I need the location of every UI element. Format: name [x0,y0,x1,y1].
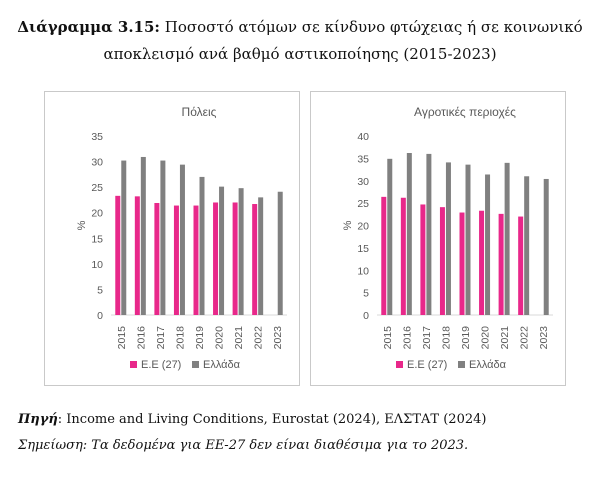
y-tick-label: 25 [357,198,369,210]
bar-eu [400,197,406,315]
legend-swatch-greece [192,361,199,368]
bar-greece [485,174,491,315]
x-tick-label: 2022 [519,326,531,350]
y-tick-label: 0 [363,310,369,322]
y-tick-label: 20 [357,221,369,233]
x-tick-label: 2016 [135,326,147,350]
source-line: Πηγή: Income and Living Conditions, Euro… [18,412,486,427]
bar-eu [154,202,160,315]
bar-eu [479,210,485,315]
bar-greece [277,191,283,315]
x-tick-label: 2019 [460,326,472,350]
y-tick-label: 10 [357,265,369,277]
y-tick-label: 0 [97,310,103,322]
chart-panel-rural: Αγροτικές περιοχές 0 5 10 15 20 25 30 35 40% 2015 2… [310,91,566,386]
legend-swatch-greece [458,361,465,368]
chart-cities: Πόλεις 0 5 10 15 20 25 30 35% 2015 2016 2017 2018 201… [76,105,287,371]
x-tick-label: 2017 [421,326,433,350]
x-tick-label: 2023 [538,326,550,350]
bar-greece [445,162,451,315]
y-tick-label: 25 [91,182,103,194]
bar-eu [381,196,387,315]
source-label: Πηγή [18,412,58,427]
bar-greece [199,176,205,315]
bar-eu [193,205,199,315]
y-tick-label: 5 [363,288,369,300]
figure-number: Διάγραμμα 3.15: [17,18,160,36]
x-tick-label: 2019 [194,326,206,350]
chart-title: Αγροτικές περιοχές [414,105,516,119]
source-text: : Income and Living Conditions, Eurostat… [57,412,487,427]
x-tick-label: 2018 [174,326,186,350]
x-tick-label: 2021 [233,326,245,350]
y-tick-label: 15 [91,233,103,245]
bar-greece [465,164,471,315]
x-tick-label: 2022 [253,326,265,350]
y-tick-label: 20 [91,208,103,220]
bar-greece [121,160,127,315]
legend-label-greece: Ελλάδα [203,359,241,371]
bar-greece [524,176,530,315]
legend-label-greece: Ελλάδα [469,359,507,371]
bar-eu [459,212,465,315]
bar-greece [238,188,244,315]
bar-eu [498,213,504,315]
figure-title: Διάγραμμα 3.15: Ποσοστό ατόμων σε κίνδυν… [0,14,600,68]
bar-greece [426,153,432,315]
bar-greece [179,164,185,315]
x-tick-label: 2020 [480,326,492,350]
legend-label-eu: Ε.Ε (27) [141,359,181,371]
bar-greece [406,153,412,315]
bar-eu [115,195,121,315]
legend-label-eu: Ε.Ε (27) [407,359,447,371]
y-tick-label: 35 [357,153,369,165]
legend-swatch-eu [396,361,403,368]
x-tick-label: 2015 [382,326,394,350]
bar-eu [439,207,445,315]
bar-eu [420,204,426,315]
x-tick-label: 2018 [440,326,452,350]
y-tick-label: 10 [91,259,103,271]
bar-greece [140,156,146,315]
bar-greece [258,197,264,315]
y-axis-label: % [342,220,354,230]
bar-eu [213,202,219,315]
y-tick-label: 40 [357,131,369,143]
y-tick-label: 30 [357,176,369,188]
bar-eu [232,202,238,315]
chart-title: Πόλεις [182,105,217,119]
bar-eu [173,205,179,315]
x-tick-label: 2020 [214,326,226,350]
x-tick-label: 2015 [116,326,128,350]
bar-eu [134,196,140,315]
legend-swatch-eu [130,361,137,368]
figure-title-text: Ποσοστό ατόμων σε κίνδυνο φτώχειας ή σε … [164,18,583,36]
bar-greece [160,160,166,315]
x-tick-label: 2017 [155,326,167,350]
x-tick-label: 2021 [499,326,511,350]
figure-title-line2: αποκλεισμό ανά βαθμό αστικοποίησης (2015… [103,45,497,63]
chart-rural: Αγροτικές περιοχές 0 5 10 15 20 25 30 35 40% 2015 2… [342,105,553,371]
x-tick-label: 2016 [401,326,413,350]
bar-greece [219,186,225,315]
y-tick-label: 15 [357,243,369,255]
x-tick-label: 2023 [272,326,284,350]
y-axis-label: % [76,220,88,230]
bar-eu [518,216,524,315]
bar-eu [252,204,258,315]
bar-greece [504,162,510,315]
note-line: Σημείωση: Τα δεδομένα για ΕΕ-27 δεν είνα… [18,438,469,453]
chart-panel-cities: Πόλεις 0 5 10 15 20 25 30 35% 2015 2016 2017 2018 201… [44,91,300,386]
bar-greece [387,158,393,315]
bar-greece [543,178,549,315]
y-tick-label: 30 [91,157,103,169]
y-tick-label: 5 [97,284,103,296]
y-tick-label: 35 [91,131,103,143]
